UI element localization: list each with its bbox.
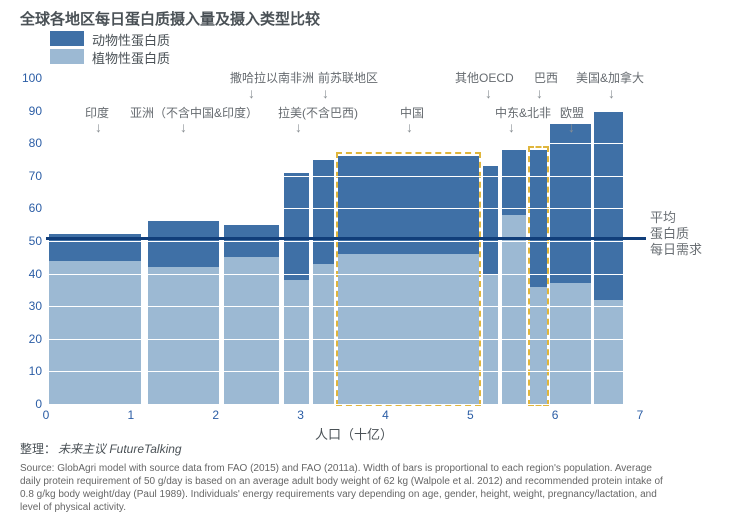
arrow-down-icon: ↓ — [295, 120, 302, 134]
y-tick: 50 — [12, 234, 42, 248]
arrow-down-icon: ↓ — [536, 86, 543, 100]
y-tick: 10 — [12, 364, 42, 378]
gridline — [46, 143, 640, 144]
y-tick: 90 — [12, 104, 42, 118]
y-tick: 80 — [12, 136, 42, 150]
bar-plant — [148, 267, 219, 404]
footer-brand: 未来主议 FutureTalking — [58, 440, 182, 457]
arrow-down-icon: ↓ — [248, 86, 255, 100]
y-tick: 20 — [12, 332, 42, 346]
bar-plant — [49, 261, 141, 404]
gridline — [46, 241, 640, 242]
bar-animal — [148, 221, 219, 267]
highlight-box — [336, 152, 481, 406]
region-label: 前苏联地区 — [318, 69, 378, 86]
y-tick: 60 — [12, 201, 42, 215]
gridline — [46, 371, 640, 372]
gridline — [46, 404, 640, 405]
arrow-down-icon: ↓ — [180, 120, 187, 134]
highlight-box — [528, 146, 549, 406]
region-label: 亚洲（不含中国&印度） — [130, 104, 258, 121]
arrow-down-icon: ↓ — [485, 86, 492, 100]
source-text: Source: GlobAgri model with source data … — [20, 462, 670, 514]
bar-plant — [502, 215, 527, 404]
arrow-down-icon: ↓ — [608, 86, 615, 100]
x-tick: 2 — [206, 408, 226, 422]
gridline — [46, 176, 640, 177]
y-tick: 70 — [12, 169, 42, 183]
arrow-down-icon: ↓ — [322, 86, 329, 100]
bar-animal — [594, 111, 623, 300]
region-label: 拉美(不含巴西) — [278, 104, 358, 121]
x-tick: 7 — [630, 408, 650, 422]
arrow-down-icon: ↓ — [568, 120, 575, 134]
legend-label: 植物性蛋白质 — [92, 48, 170, 67]
arrow-down-icon: ↓ — [406, 120, 413, 134]
region-label: 美国&加拿大 — [576, 69, 644, 86]
bar-animal — [483, 166, 498, 274]
x-tick: 5 — [460, 408, 480, 422]
gridline — [46, 274, 640, 275]
legend-label: 动物性蛋白质 — [92, 30, 170, 49]
region-label: 巴西 — [534, 69, 558, 86]
region-label: 撒哈拉以南非洲 — [230, 69, 314, 86]
region-label: 其他OECD — [455, 69, 514, 86]
x-tick: 0 — [36, 408, 56, 422]
footer-label: 整理： — [20, 440, 56, 457]
y-tick: 100 — [12, 71, 42, 85]
x-tick: 6 — [545, 408, 565, 422]
x-axis-label: 人口（十亿） — [315, 424, 393, 443]
bar-plant — [594, 300, 623, 404]
x-tick: 4 — [375, 408, 395, 422]
avg-need-label: 平均蛋白质每日需求 — [650, 210, 702, 258]
avg-need-line — [46, 237, 646, 240]
x-tick: 1 — [121, 408, 141, 422]
legend-swatch — [50, 49, 84, 64]
y-tick: 40 — [12, 267, 42, 281]
gridline — [46, 208, 640, 209]
gridline — [46, 339, 640, 340]
bar-animal — [550, 124, 591, 284]
bar-plant — [284, 280, 309, 404]
bar-animal — [502, 150, 527, 215]
bar-animal — [284, 173, 309, 281]
arrow-down-icon: ↓ — [95, 120, 102, 134]
region-label: 中东&北非 — [495, 104, 551, 121]
bar-plant — [313, 264, 333, 404]
x-tick: 3 — [291, 408, 311, 422]
arrow-down-icon: ↓ — [508, 120, 515, 134]
bar-plant — [224, 257, 279, 404]
bar-plant — [550, 283, 591, 404]
chart-title: 全球各地区每日蛋白质摄入量及摄入类型比较 — [20, 8, 320, 29]
y-tick: 30 — [12, 299, 42, 313]
legend-swatch — [50, 31, 84, 46]
gridline — [46, 306, 640, 307]
